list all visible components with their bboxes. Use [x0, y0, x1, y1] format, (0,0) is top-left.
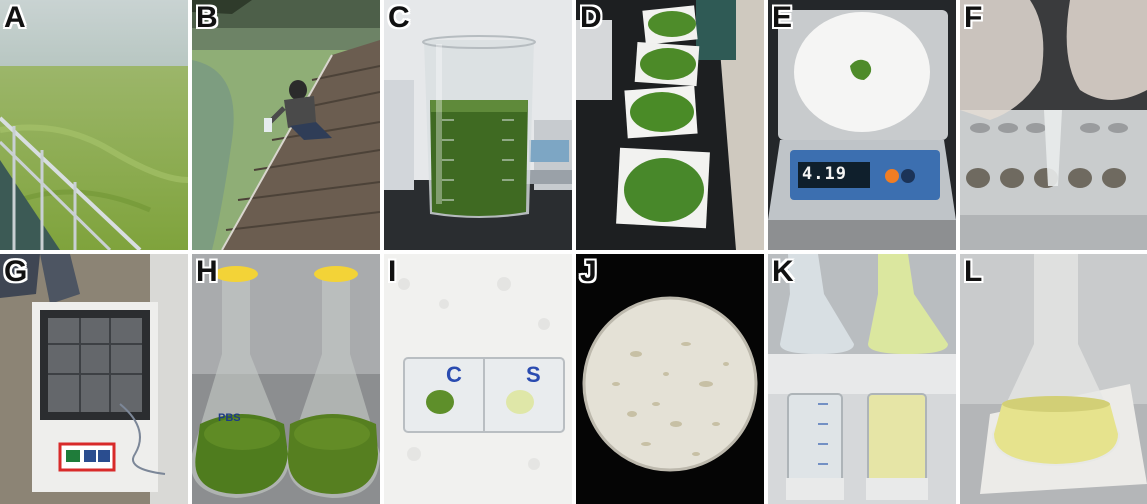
conical-flask-photo	[960, 254, 1147, 504]
panel-label-h: H	[196, 255, 218, 288]
panel-i: C S I	[384, 254, 572, 504]
panel-l: L	[960, 254, 1147, 504]
panel-label-i: I	[388, 255, 397, 288]
panel-g: G	[0, 254, 188, 504]
panel-k: K	[768, 254, 956, 504]
panel-a: A	[0, 0, 188, 250]
drop-label-s: S	[526, 362, 541, 387]
balance-readout: 4.19	[802, 164, 847, 184]
panel-label-g: G	[4, 255, 28, 288]
drop-label-c: C	[446, 362, 462, 387]
panel-label-l: L	[964, 255, 983, 288]
microscope-field-photo	[576, 254, 764, 504]
panel-f: F	[960, 0, 1147, 250]
panel-c: C	[384, 0, 572, 250]
panel-b: B	[192, 0, 380, 250]
panel-label-d: D	[580, 1, 602, 34]
slide-photo	[384, 254, 572, 504]
balance-photo	[768, 0, 956, 250]
lake-bloom-photo	[0, 0, 188, 250]
panel-label-j: J	[580, 255, 597, 288]
pipette-tube-photo	[960, 0, 1147, 250]
flask-label-pbs: PBS	[218, 412, 241, 424]
beaker-photo	[384, 0, 572, 250]
panel-j: J	[576, 254, 764, 504]
flasks-tubes-photo	[768, 254, 956, 504]
panel-e: 4.19 E	[768, 0, 956, 250]
panel-h: PBS H	[192, 254, 380, 504]
shaker-incubator-photo	[0, 254, 188, 504]
panel-label-b: B	[196, 1, 218, 34]
panel-label-a: A	[4, 1, 26, 34]
panel-d: D	[576, 0, 764, 250]
panel-label-e: E	[772, 1, 793, 34]
sampling-dock-photo	[192, 0, 380, 250]
flasks-photo	[192, 254, 380, 504]
panel-label-c: C	[388, 1, 410, 34]
filter-paper-photo	[576, 0, 764, 250]
panel-label-k: K	[772, 255, 794, 288]
panel-label-f: F	[964, 1, 983, 34]
